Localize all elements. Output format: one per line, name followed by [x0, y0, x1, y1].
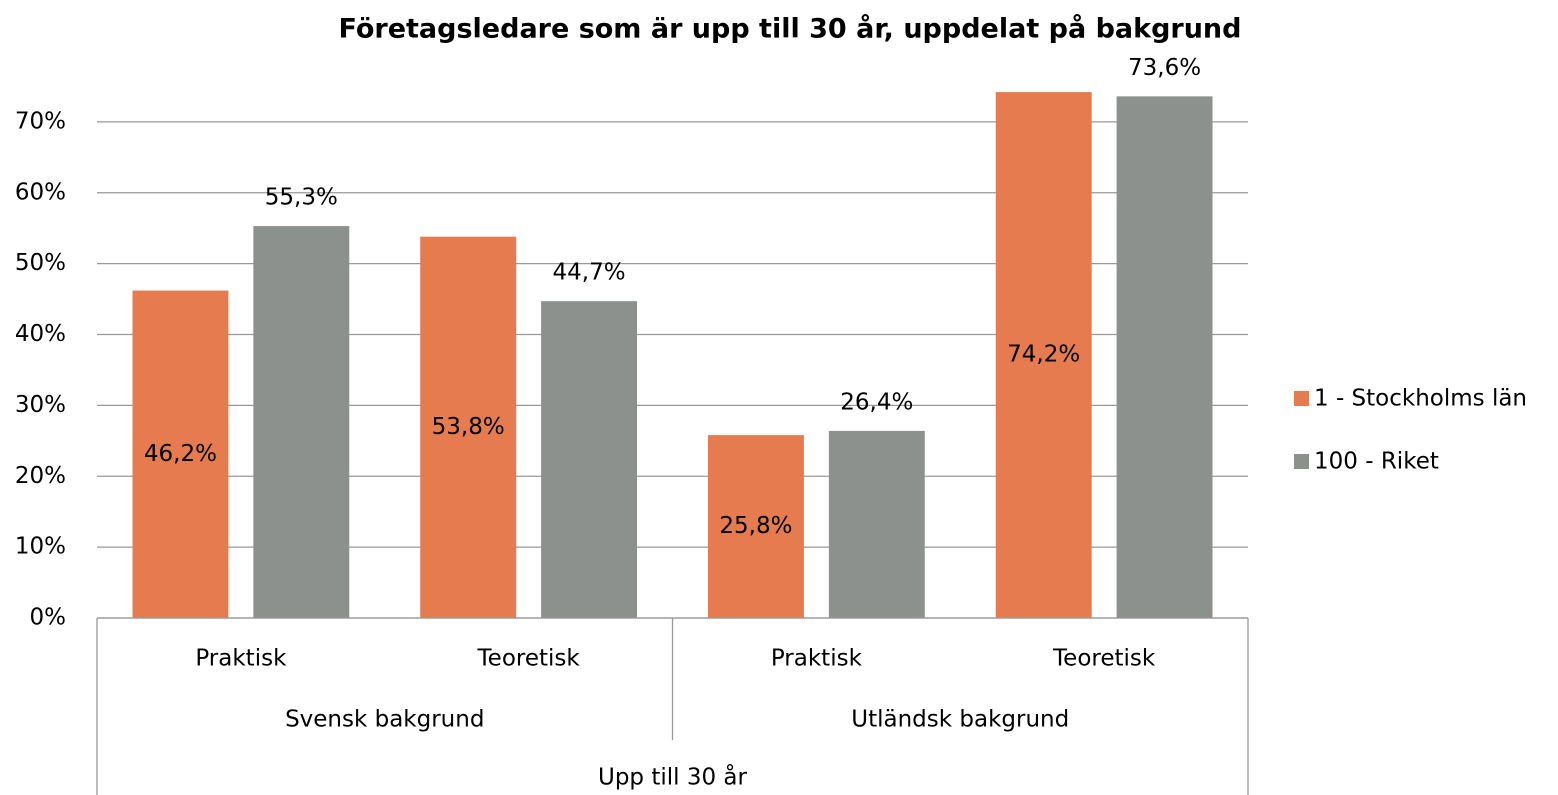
data-label: 26,4%	[840, 389, 913, 415]
bar	[541, 301, 638, 618]
y-tick-label: 30%	[15, 392, 66, 418]
data-label: 44,7%	[553, 260, 626, 286]
data-label: 53,8%	[432, 414, 505, 440]
legend-swatch	[1294, 454, 1309, 469]
data-label: 55,3%	[265, 185, 338, 211]
x-tick-label: Teoretisk	[477, 646, 581, 672]
bar	[253, 226, 350, 618]
legend-label: 100 - Riket	[1314, 449, 1439, 475]
bar	[420, 236, 517, 618]
legend-label: 1 - Stockholms län	[1314, 386, 1527, 412]
group-label: Svensk bakgrund	[285, 707, 484, 733]
x-tick-label: Praktisk	[771, 646, 863, 672]
chart-title: Företagsledare som är upp till 30 år, up…	[339, 13, 1242, 45]
x-tick-label: Praktisk	[195, 646, 287, 672]
data-label: 46,2%	[144, 441, 217, 467]
y-tick-label: 40%	[15, 321, 66, 347]
legend-swatch	[1294, 391, 1309, 406]
bar	[132, 290, 229, 618]
group-label: Utländsk bakgrund	[851, 707, 1069, 733]
bar	[1116, 96, 1213, 619]
y-tick-label: 60%	[15, 179, 66, 205]
y-tick-label: 70%	[15, 108, 66, 134]
x-tick-label: Teoretisk	[1052, 646, 1156, 672]
data-label: 25,8%	[719, 513, 792, 539]
y-tick-label: 20%	[15, 463, 66, 489]
data-label: 74,2%	[1007, 342, 1080, 368]
y-tick-label: 10%	[15, 534, 66, 560]
data-label: 73,6%	[1128, 55, 1201, 81]
bar	[707, 435, 804, 618]
supergroup-label: Upp till 30 år	[598, 763, 748, 791]
y-tick-label: 0%	[30, 605, 67, 631]
bar	[995, 92, 1092, 619]
y-tick-label: 50%	[15, 250, 66, 276]
bar	[828, 430, 925, 618]
